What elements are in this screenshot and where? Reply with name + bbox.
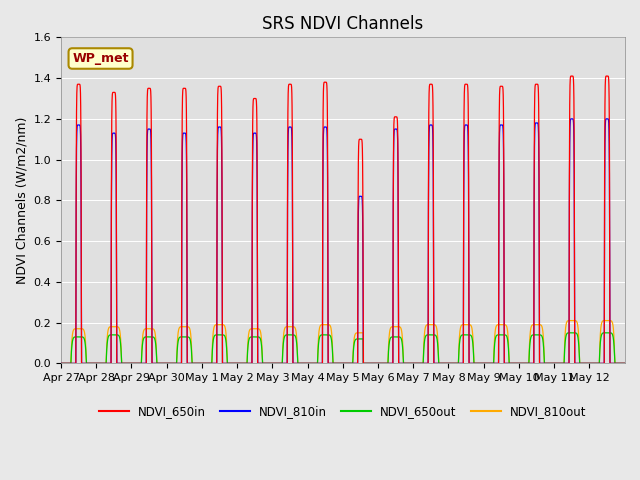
Title: SRS NDVI Channels: SRS NDVI Channels <box>262 15 424 33</box>
Legend: NDVI_650in, NDVI_810in, NDVI_650out, NDVI_810out: NDVI_650in, NDVI_810in, NDVI_650out, NDV… <box>95 400 591 423</box>
Y-axis label: NDVI Channels (W/m2/nm): NDVI Channels (W/m2/nm) <box>15 117 28 284</box>
Text: WP_met: WP_met <box>72 52 129 65</box>
